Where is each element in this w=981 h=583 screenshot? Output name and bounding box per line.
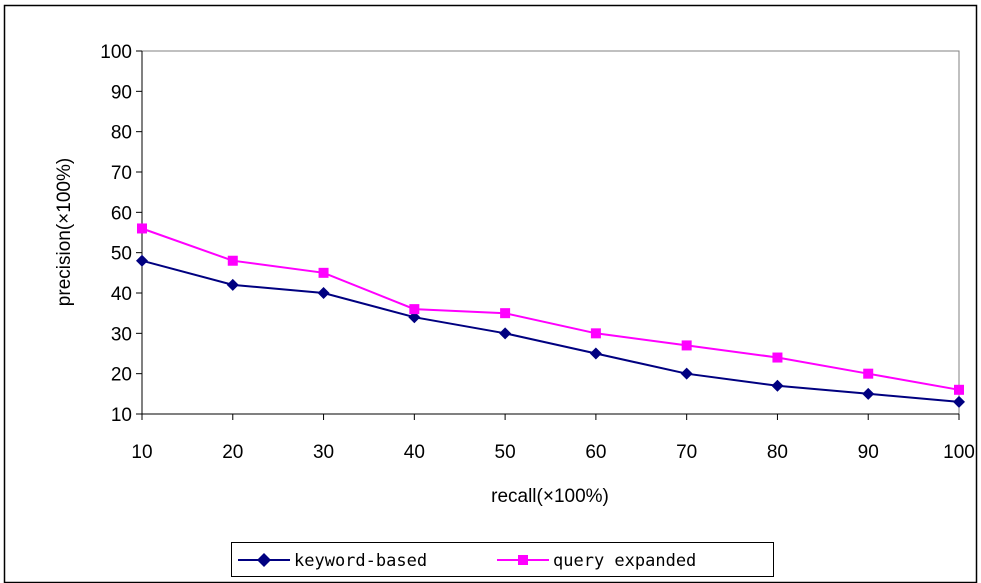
x-tick-label: 20 (222, 442, 243, 463)
legend-item-keyword-based: keyword-based (238, 551, 427, 571)
y-tick-label: 60 (111, 203, 132, 224)
legend-label-keyword-based: keyword-based (294, 551, 427, 571)
data-point-query-expanded (137, 223, 147, 234)
data-point-query-expanded (954, 384, 964, 395)
plot-area (141, 50, 960, 415)
data-point-keyword-based (680, 367, 693, 380)
data-point-keyword-based (317, 287, 330, 299)
series-line-keyword-based (141, 259, 960, 403)
y-tick-label: 80 (111, 123, 132, 144)
series-line-query-expanded (141, 227, 960, 391)
x-tick-label: 50 (495, 442, 516, 463)
y-tick-label: 20 (111, 365, 132, 386)
axes: 10 20 30 40 50 60 70 80 90 100 10 20 30 40 50 60 70 80 90 1… (100, 42, 975, 463)
data-point-query-expanded (227, 255, 238, 266)
series-query-expanded (137, 223, 964, 395)
x-tick-label: 10 (131, 442, 152, 463)
data-point-keyword-based (136, 254, 148, 267)
data-point-query-expanded (318, 267, 329, 278)
x-tick-label: 60 (585, 442, 606, 463)
data-point-query-expanded (863, 368, 874, 379)
x-tick-label: 70 (676, 442, 697, 463)
y-tick-label: 50 (111, 244, 132, 265)
series-keyword-based (136, 254, 965, 408)
legend-marker-keyword-based (257, 553, 271, 567)
data-point-query-expanded (590, 328, 601, 339)
x-tick-label: 30 (313, 442, 334, 463)
y-tick-label: 70 (111, 163, 132, 184)
y-tick-label: 100 (100, 42, 132, 63)
y-tick-label: 10 (111, 405, 132, 426)
data-point-query-expanded (772, 352, 783, 363)
data-point-keyword-based (408, 311, 421, 324)
x-axis-title: recall(×100%) (491, 486, 609, 507)
y-tick-label: 90 (111, 82, 132, 103)
x-tick-label: 80 (767, 442, 788, 463)
x-tick-label: 90 (858, 442, 879, 463)
data-point-keyword-based (589, 347, 602, 360)
y-tick-label: 40 (111, 284, 132, 305)
y-tick-label: 30 (111, 324, 132, 345)
legend: keyword-based query expanded (231, 542, 774, 577)
data-point-keyword-based (953, 395, 965, 408)
data-point-query-expanded (681, 340, 692, 351)
legend-item-query-expanded: query expanded (497, 551, 696, 571)
y-axis-title: precision(×100%) (54, 158, 75, 306)
data-point-keyword-based (499, 327, 512, 340)
x-tick-label: 100 (943, 442, 975, 463)
data-point-keyword-based (226, 278, 239, 291)
legend-label-query-expanded: query expanded (553, 551, 696, 571)
data-point-query-expanded (409, 304, 420, 315)
series-layer (136, 223, 965, 408)
legend-marker-query-expanded (518, 555, 528, 565)
data-point-keyword-based (862, 387, 875, 400)
data-point-query-expanded (500, 308, 511, 319)
x-tick-label: 40 (404, 442, 425, 463)
data-point-keyword-based (771, 379, 784, 392)
